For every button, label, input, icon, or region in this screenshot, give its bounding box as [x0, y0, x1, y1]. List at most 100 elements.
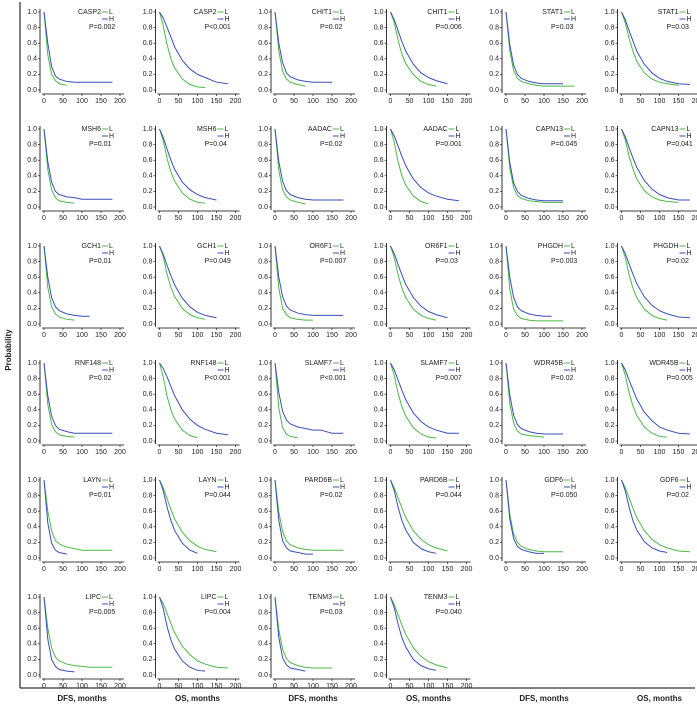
p-value: P=0.005: [89, 609, 115, 616]
y-tick-label: 0.8: [258, 609, 268, 616]
y-tick-label: 0.0: [258, 555, 268, 562]
legend-label: L: [456, 360, 460, 367]
y-tick-label: 0.8: [27, 375, 37, 382]
survival-curve: [621, 479, 690, 553]
y-tick-label: 0.8: [605, 24, 615, 31]
legend-label: H: [340, 250, 345, 257]
y-tick-label: 1.0: [489, 477, 499, 484]
y-tick-label: 0.8: [605, 375, 615, 382]
y-tick-label: 0.4: [143, 173, 153, 180]
legend-label: L: [340, 126, 344, 133]
x-tick-label: 100: [538, 566, 550, 573]
y-tick-label: 0.0: [258, 87, 268, 94]
legend-label: H: [225, 250, 230, 257]
x-tick-label: 200: [230, 215, 242, 222]
x-tick-label: 50: [59, 215, 67, 222]
y-tick-label: 0.8: [143, 375, 153, 382]
y-tick-label: 0.4: [489, 407, 499, 414]
y-tick-label: 1.0: [143, 594, 153, 601]
p-value: P=0.02: [320, 141, 342, 148]
y-tick-label: 0.2: [489, 305, 499, 312]
y-tick-label: 0.6: [374, 40, 384, 47]
x-tick-label: 150: [95, 332, 107, 339]
survival-curve: [621, 11, 679, 86]
x-tick-label: 200: [576, 215, 588, 222]
y-tick-label: 0.4: [258, 173, 268, 180]
legend-label: H: [340, 367, 345, 374]
panel-title: LAYN: [83, 477, 101, 484]
panel-title: CHIT1: [427, 9, 447, 16]
survival-curve: [43, 479, 113, 551]
panel-title: SLAMF7: [420, 360, 447, 367]
y-tick-label: 1.0: [605, 477, 615, 484]
survival-curve: [159, 128, 217, 201]
y-tick-label: 0.8: [605, 258, 615, 265]
y-tick-label: 0.8: [143, 609, 153, 616]
y-tick-label: 0.0: [489, 555, 499, 562]
y-tick-label: 0.0: [143, 321, 153, 328]
x-tick-label: 200: [230, 683, 242, 690]
survival-curve: [159, 11, 228, 85]
y-tick-label: 0.2: [605, 71, 615, 78]
x-tick-label: 150: [211, 332, 223, 339]
x-tick-label: 150: [442, 332, 454, 339]
legend-label: L: [340, 360, 344, 367]
y-tick-label: 0.6: [374, 391, 384, 398]
legend-label: H: [571, 16, 576, 23]
y-tick-label: 0.8: [258, 258, 268, 265]
panel-title: RNF148: [190, 360, 216, 367]
x-tick-label: 0: [158, 449, 162, 456]
x-tick-label: 0: [504, 449, 508, 456]
p-value: P=0.044: [205, 492, 231, 499]
x-tick-label: 200: [692, 449, 697, 456]
x-tick-label: 100: [423, 566, 435, 573]
y-tick-label: 0.8: [374, 24, 384, 31]
survival-curve: [159, 362, 228, 436]
y-tick-label: 0.4: [258, 407, 268, 414]
y-tick-label: 0.4: [605, 173, 615, 180]
x-tick-label: 150: [326, 449, 338, 456]
x-tick-label: 0: [42, 215, 46, 222]
y-tick-label: 1.0: [374, 477, 384, 484]
legend-label: L: [687, 126, 691, 133]
y-tick-label: 0.6: [489, 391, 499, 398]
y-tick-label: 0.0: [489, 321, 499, 328]
x-tick-label: 50: [406, 98, 414, 105]
legend-label: H: [456, 367, 461, 374]
y-tick-label: 0.2: [374, 71, 384, 78]
survival-curve: [159, 596, 206, 672]
survival-curve: [505, 479, 544, 554]
x-tick-label: 150: [442, 683, 454, 690]
x-tick-label: 0: [504, 566, 508, 573]
y-tick-label: 0.6: [374, 508, 384, 515]
y-tick-label: 0.2: [374, 656, 384, 663]
survival-curve: [621, 128, 679, 203]
y-tick-label: 0.0: [258, 204, 268, 211]
legend-label: L: [225, 9, 229, 16]
x-tick-label: 50: [290, 215, 298, 222]
panel-title: GCH1: [197, 243, 217, 250]
x-tick-label: 0: [389, 566, 393, 573]
legend-label: H: [109, 484, 114, 491]
legend-label: H: [456, 133, 461, 140]
y-tick-label: 1.0: [258, 477, 268, 484]
panel-title: TENM3: [424, 594, 448, 601]
y-tick-label: 0.4: [143, 290, 153, 297]
y-tick-label: 0.4: [374, 641, 384, 648]
x-tick-label: 0: [389, 449, 393, 456]
y-tick-label: 0.2: [27, 71, 37, 78]
p-value: P=0.040: [436, 609, 462, 616]
legend-label: H: [456, 484, 461, 491]
y-tick-label: 0.0: [374, 204, 384, 211]
column-label: DFS, months: [57, 694, 107, 703]
x-tick-label: 0: [620, 449, 624, 456]
x-tick-label: 0: [389, 332, 393, 339]
survival-curve: [390, 362, 459, 434]
x-tick-label: 200: [345, 215, 357, 222]
y-tick-label: 0.4: [27, 290, 37, 297]
survival-curve: [390, 128, 429, 205]
y-tick-label: 0.4: [27, 407, 37, 414]
legend-label: H: [687, 250, 692, 257]
panel-title: OR6F1: [309, 243, 332, 250]
survival-curve: [43, 596, 113, 668]
